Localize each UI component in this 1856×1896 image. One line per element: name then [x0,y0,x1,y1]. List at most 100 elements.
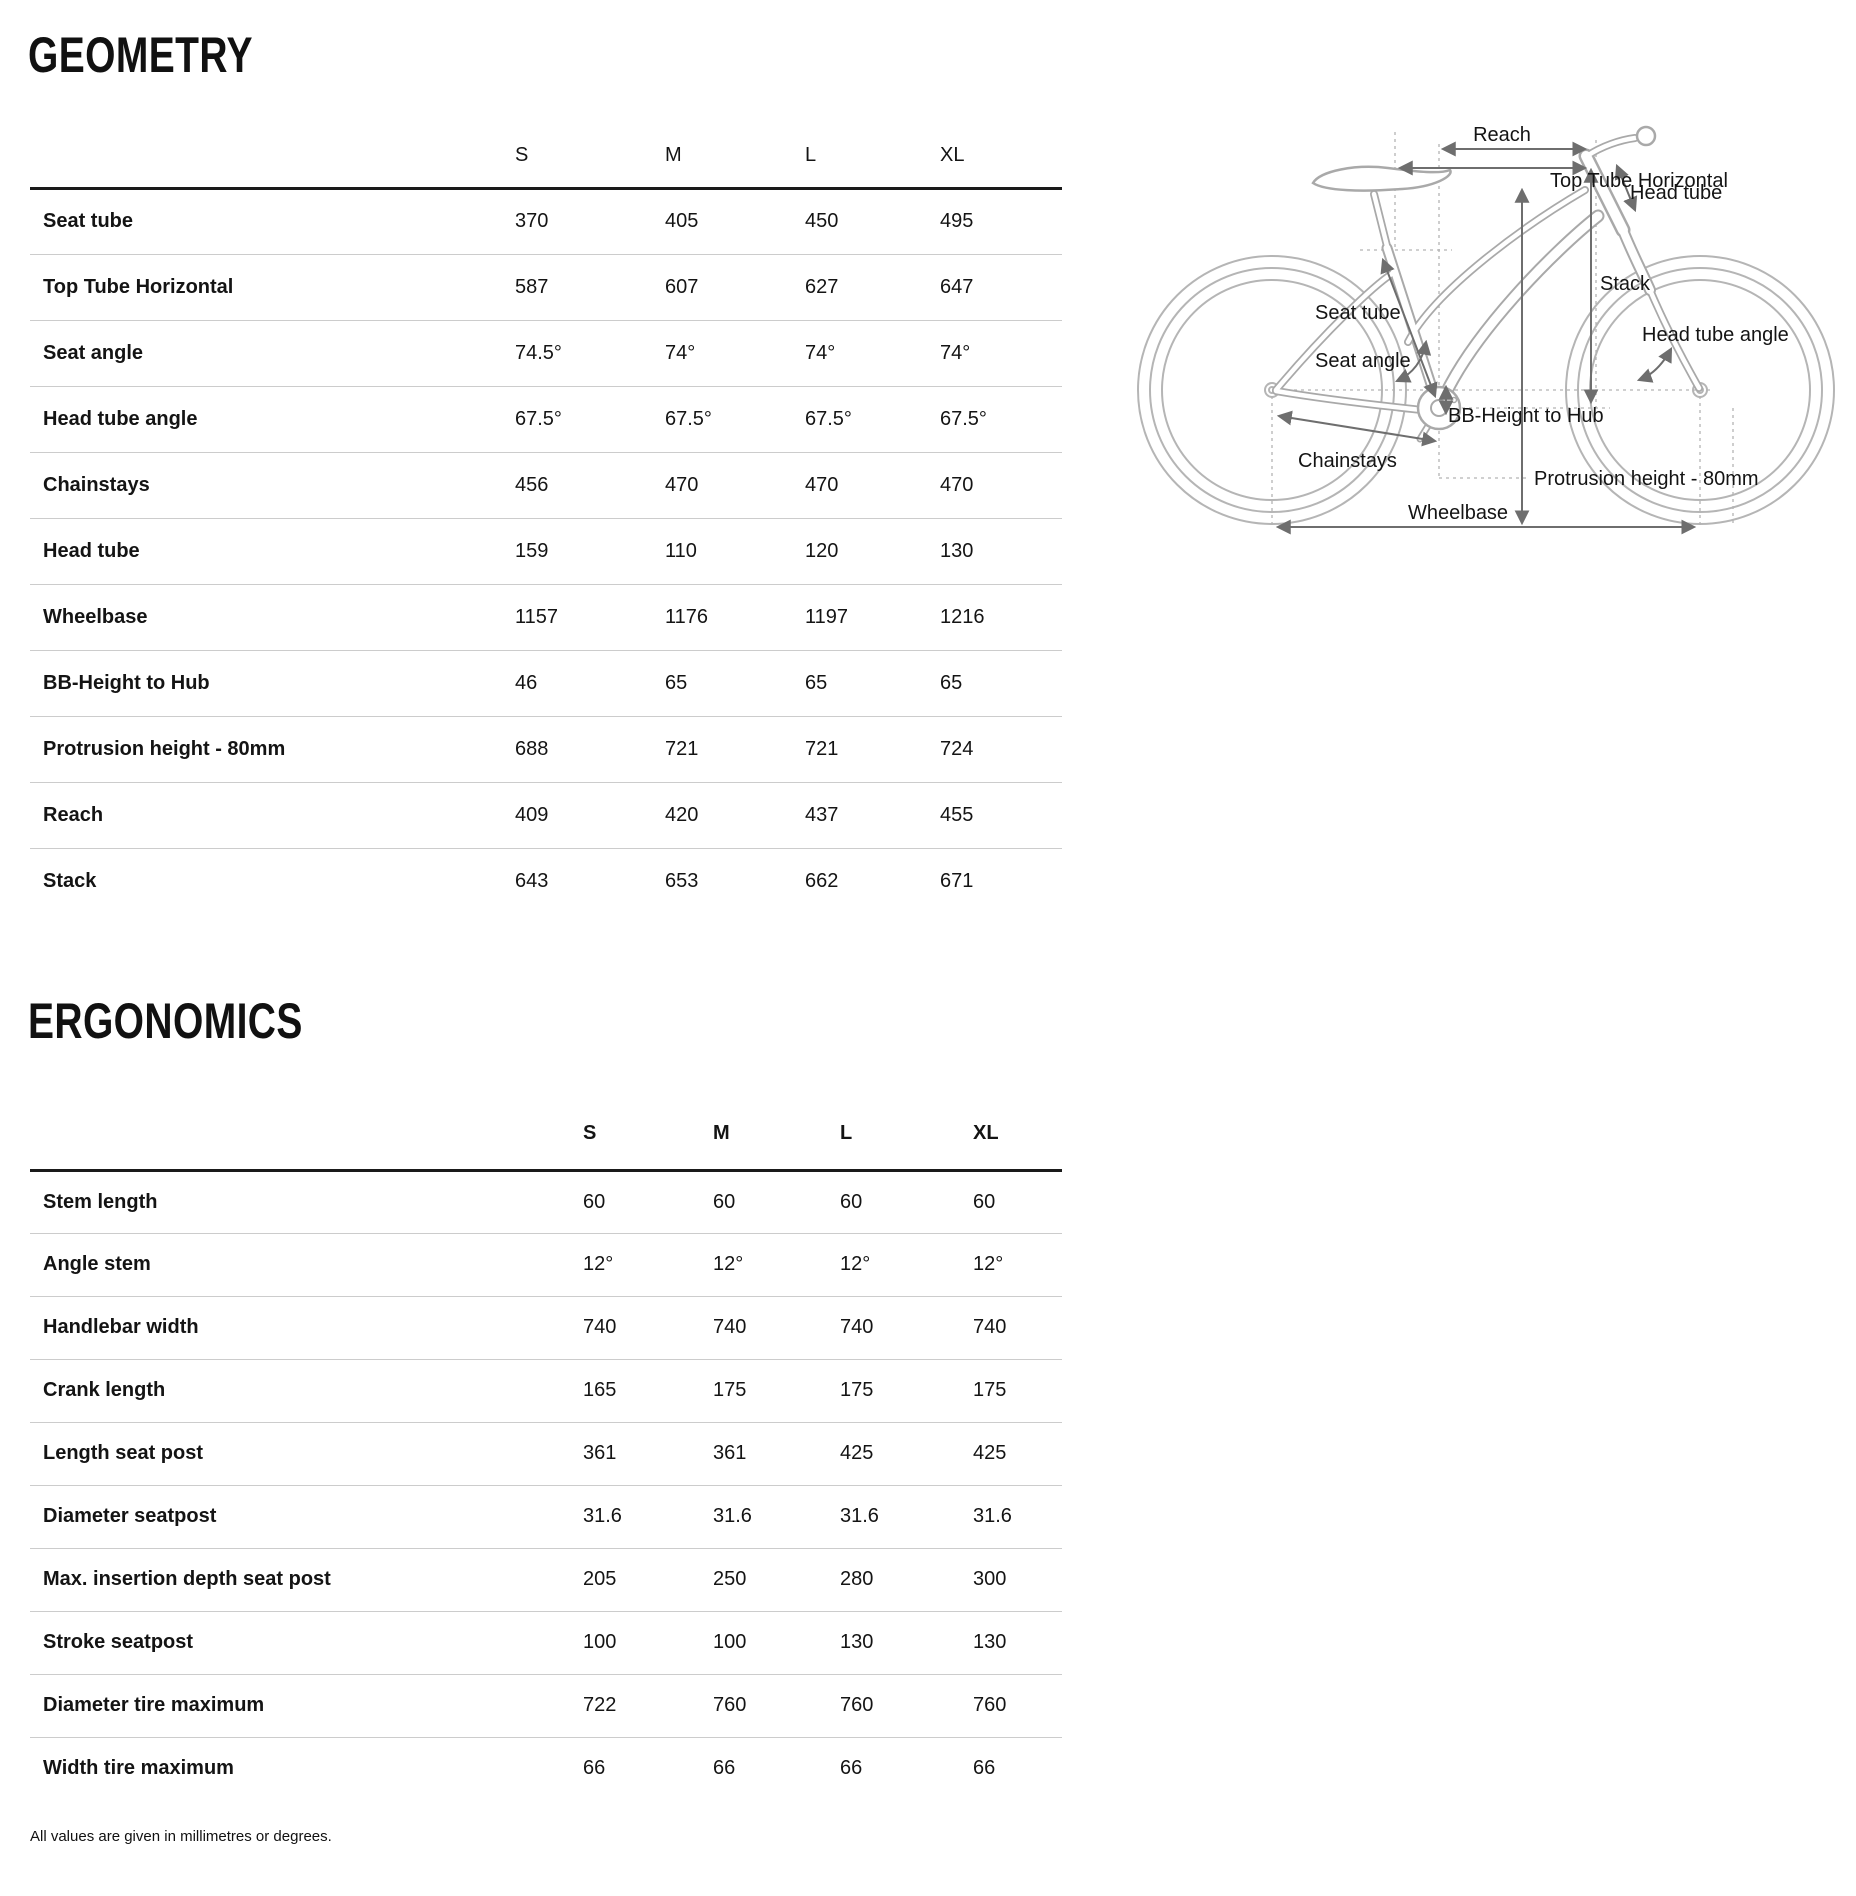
spec-row-label: Protrusion height - 80mm [43,737,286,760]
table-row: Seat angle 74.5° 74° 74° 74° [30,320,1062,386]
spec-row-label: BB-Height to Hub [43,671,210,694]
table-row: Protrusion height - 80mm 688 721 721 724 [30,716,1062,782]
spec-value-cell: 721 [665,737,699,760]
geometry-section-title: GEOMETRY [28,27,253,83]
saddle [1311,165,1452,192]
spec-value-cell: 409 [515,803,549,826]
spec-row-label: Length seat post [43,1442,204,1464]
size-column-header: XL [940,143,965,166]
spec-value-cell: 175 [713,1379,747,1401]
head-tube-angle-arc [1636,347,1673,383]
spec-row-label: Chainstays [43,473,150,496]
spec-value-cell: 724 [940,737,974,760]
spec-value-cell: 130 [840,1631,874,1653]
seat-angle-arc [1394,339,1432,383]
spec-value-cell: 31.6 [583,1505,622,1527]
spec-value-cell: 67.5° [665,407,712,430]
size-column-header: S [583,1121,597,1144]
spec-value-cell: 1216 [940,605,985,628]
spec-row-label: Diameter seatpost [43,1505,217,1527]
spec-value-cell: 120 [805,539,839,562]
spec-row-label: Stem length [43,1190,158,1213]
stack-label: Stack [1600,273,1651,295]
table-row: Reach 409 420 437 455 [30,782,1062,848]
size-column-header: M [713,1121,730,1144]
spec-row-label: Top Tube Horizontal [43,275,234,298]
spec-value-cell: 361 [583,1442,617,1464]
spec-value-cell: 1197 [805,605,849,628]
size-header-row: S M L XL [30,115,1062,188]
bike-geometry-diagram: Reach Top Tube Horizontal Head tube Stac… [1137,124,1835,535]
table-row: Head tube 159 110 120 130 [30,518,1062,584]
spec-value-cell: 159 [515,539,549,562]
spec-value-cell: 760 [713,1694,747,1716]
head-tube-label: Head tube [1630,182,1722,204]
spec-value-cell: 60 [973,1190,996,1213]
diagram-labels: Reach Top Tube Horizontal Head tube Stac… [1298,124,1789,524]
spec-value-cell: 130 [973,1631,1007,1653]
spec-value-cell: 12° [583,1253,614,1275]
spec-value-cell: 67.5° [940,407,987,430]
table-row: Width tire maximum 66 66 66 66 [30,1737,1062,1800]
spec-value-cell: 643 [515,869,549,892]
size-column-header: L [840,1121,853,1144]
ergonomics-section-title: ERGONOMICS [28,993,303,1049]
table-row: Head tube angle 67.5° 67.5° 67.5° 67.5° [30,386,1062,452]
table-row: Length seat post 361 361 425 425 [30,1422,1062,1485]
spec-value-cell: 1157 [515,605,559,628]
spec-row-label: Max. insertion depth seat post [43,1568,331,1590]
spec-row-label: Handlebar width [43,1316,199,1338]
size-column-header: XL [973,1121,999,1144]
chainstays-arrow [1276,410,1438,447]
spec-value-cell: 740 [973,1316,1007,1338]
spec-row-label: Stack [43,869,97,892]
spec-value-cell: 470 [805,473,839,496]
table-row: Chainstays 456 470 470 470 [30,452,1062,518]
table-row: Stroke seatpost 100 100 130 130 [30,1611,1062,1674]
spec-value-cell: 722 [583,1694,617,1716]
wheelbase-label: Wheelbase [1408,502,1508,524]
spec-row-label: Head tube [43,539,140,562]
spec-value-cell: 31.6 [713,1505,752,1527]
spec-value-cell: 300 [973,1568,1007,1590]
spec-value-cell: 100 [713,1631,747,1653]
table-row: Handlebar width 740 740 740 740 [30,1296,1062,1359]
spec-value-cell: 437 [805,803,839,826]
spec-value-cell: 12° [973,1253,1004,1275]
spec-value-cell: 688 [515,737,549,760]
spec-row-label: Reach [43,803,104,826]
table-row: Crank length 165 175 175 175 [30,1359,1062,1422]
spec-value-cell: 470 [940,473,974,496]
spec-value-cell: 175 [973,1379,1007,1401]
head-tube-arrow [1614,163,1638,213]
spec-value-cell: 495 [940,210,974,232]
spec-value-cell: 60 [583,1190,606,1213]
size-column-header: L [805,143,817,166]
handlebar-grip [1635,125,1657,147]
dimension-arrows [1275,141,1697,535]
spec-value-cell: 130 [940,539,974,562]
spec-value-cell: 470 [665,473,699,496]
size-column-header: M [665,143,682,166]
spec-value-cell: 66 [973,1757,996,1780]
chainstays-label: Chainstays [1298,450,1397,472]
spec-value-cell: 31.6 [973,1505,1012,1527]
spec-value-cell: 420 [665,803,699,826]
spec-value-cell: 12° [840,1253,871,1275]
size-column-header: S [515,143,529,166]
spec-value-cell: 60 [713,1190,736,1213]
spec-row-label: Wheelbase [43,605,148,628]
table-row: Stem length 60 60 60 60 [30,1170,1062,1233]
spec-value-cell: 721 [805,737,839,760]
corner-cell [30,1080,583,1170]
spec-value-cell: 65 [940,671,963,694]
spec-row-label: Seat tube [43,210,134,232]
spec-value-cell: 425 [840,1442,874,1464]
spec-value-cell: 1176 [665,605,709,628]
spec-value-cell: 740 [840,1316,874,1338]
spec-value-cell: 65 [665,671,688,694]
spec-value-cell: 587 [515,275,549,298]
size-header-row: S M L XL [30,1080,1062,1170]
table-row: Max. insertion depth seat post 205 250 280 3… [30,1548,1062,1611]
